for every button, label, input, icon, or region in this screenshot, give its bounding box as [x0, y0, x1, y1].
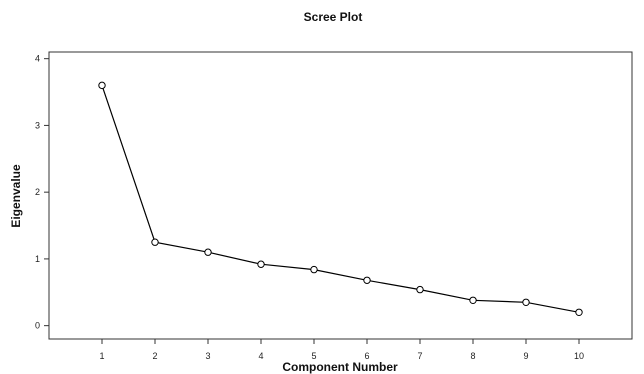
data-point-8	[469, 296, 477, 304]
data-point-2	[151, 238, 159, 246]
x-tick-label: 6	[364, 351, 369, 361]
data-point-9	[522, 298, 530, 306]
data-point-1	[98, 81, 106, 90]
x-tick-label: 2	[152, 351, 157, 361]
x-tick-label: 3	[205, 351, 210, 361]
data-point-3	[204, 248, 212, 256]
x-tick-label: 4	[258, 351, 263, 361]
data-point-4	[257, 260, 265, 268]
y-tick-label: 1	[35, 254, 40, 264]
series-line	[101, 85, 580, 313]
x-tick-label: 8	[470, 351, 475, 361]
data-point-5	[310, 265, 318, 274]
x-axis: 1 2 3 4 5 6 7 8 9 10	[99, 339, 584, 361]
chart-title: Scree Plot	[304, 10, 363, 24]
x-tick-label: 9	[523, 351, 528, 361]
data-point-10	[575, 308, 583, 317]
data-point-6	[363, 276, 371, 284]
y-axis-label: Eigenvalue	[9, 164, 23, 228]
y-tick-label: 0	[35, 321, 40, 331]
data-points	[98, 81, 583, 317]
x-tick-label: 5	[311, 351, 316, 361]
x-axis-label: Component Number	[282, 360, 398, 374]
y-tick-label: 3	[35, 120, 40, 130]
plot-frame	[48, 51, 633, 340]
x-tick-label: 10	[574, 351, 584, 361]
x-tick-label: 7	[417, 351, 422, 361]
y-axis: 0 1 2 3 4	[35, 54, 49, 331]
y-tick-label: 2	[35, 187, 40, 197]
x-tick-label: 1	[99, 351, 104, 361]
y-tick-label: 4	[35, 54, 40, 64]
data-point-7	[416, 285, 424, 294]
